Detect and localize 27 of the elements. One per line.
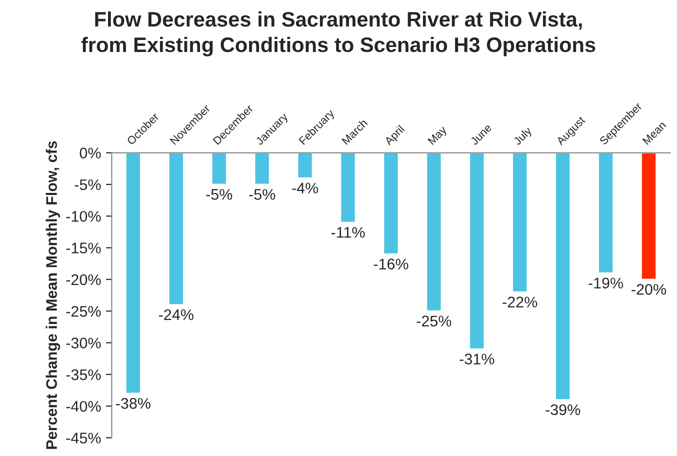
y-tick-label: -40% bbox=[66, 400, 101, 412]
y-tick-label: 0% bbox=[80, 148, 101, 158]
data-label: -38% bbox=[116, 398, 150, 409]
chart-title: Flow Decreases in Sacramento River at Rio Vista, from Existing Conditions to Scenario H3 Operations bbox=[81, 11, 596, 56]
data-label: -22% bbox=[502, 296, 538, 308]
data-label: -25% bbox=[416, 316, 452, 326]
data-label: -5% bbox=[249, 189, 276, 200]
y-tick-label: -45% bbox=[66, 432, 101, 444]
data-label: -19% bbox=[588, 278, 624, 288]
data-label: -31% bbox=[460, 354, 494, 364]
data-label: -16% bbox=[374, 258, 408, 270]
y-tick-label: -10% bbox=[66, 210, 101, 222]
y-tick-label: -35% bbox=[66, 369, 101, 380]
y-tick-label: -15% bbox=[66, 242, 101, 254]
y-tick-label: -30% bbox=[66, 338, 101, 348]
data-label: -5% bbox=[206, 189, 232, 200]
data-label: -24% bbox=[158, 309, 194, 320]
y-axis-title: Percent Change in Mean Monthly Flow, cfs bbox=[46, 141, 60, 449]
data-label: -11% bbox=[331, 227, 365, 238]
y-tick-label: -5% bbox=[74, 179, 101, 190]
x-tick-label: July bbox=[512, 126, 534, 148]
data-label: -4% bbox=[292, 182, 318, 194]
data-label: -20% bbox=[632, 284, 666, 295]
data-label: -39% bbox=[546, 404, 580, 416]
y-tick-label: -20% bbox=[66, 274, 101, 286]
y-tick-label: -25% bbox=[66, 306, 101, 317]
x-tick-label: May bbox=[428, 125, 449, 147]
